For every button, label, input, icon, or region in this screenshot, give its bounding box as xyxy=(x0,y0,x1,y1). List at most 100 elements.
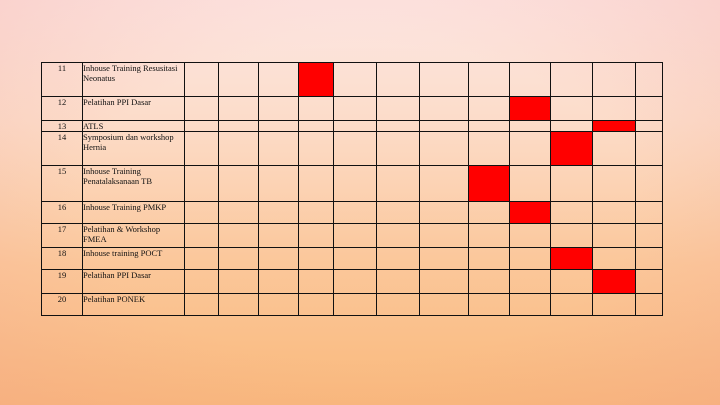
month-cell xyxy=(184,131,219,166)
month-cell xyxy=(218,247,259,270)
table-row: 17 Pelatihan & Workshop FMEA xyxy=(41,223,663,248)
table-row: 20 Pelatihan PONEK xyxy=(41,293,663,316)
scheduled-month-cell xyxy=(468,165,510,202)
month-cell xyxy=(635,62,663,97)
month-cell xyxy=(509,120,551,132)
month-cell xyxy=(298,131,334,166)
scheduled-month-cell xyxy=(550,247,593,270)
month-cell xyxy=(635,269,663,294)
month-cell xyxy=(376,247,420,270)
month-cell xyxy=(635,131,663,166)
month-cell xyxy=(333,293,377,316)
table-row: 16 Inhouse Training PMKP xyxy=(41,201,663,224)
month-cell xyxy=(419,223,469,248)
row-number: 16 xyxy=(41,201,83,224)
month-cell xyxy=(333,165,377,202)
month-cell xyxy=(419,201,469,224)
month-cell xyxy=(184,223,219,248)
table-row: 18 Inhouse training POCT xyxy=(41,247,663,270)
month-cell xyxy=(592,62,636,97)
activity-name: Pelatihan & Workshop FMEA xyxy=(82,223,185,248)
month-cell xyxy=(468,96,510,121)
month-cell xyxy=(258,247,299,270)
month-cell xyxy=(550,223,593,248)
month-cell xyxy=(509,62,551,97)
month-cell xyxy=(468,120,510,132)
month-cell xyxy=(419,165,469,202)
month-cell xyxy=(635,293,663,316)
table-row: 15 Inhouse Training Penatalaksanaan TB xyxy=(41,165,663,202)
month-cell xyxy=(635,247,663,270)
activity-name: Pelatihan PONEK xyxy=(82,293,185,316)
month-cell xyxy=(509,223,551,248)
month-cell xyxy=(333,131,377,166)
row-number: 12 xyxy=(41,96,83,121)
month-cell xyxy=(419,120,469,132)
month-cell xyxy=(258,120,299,132)
month-cell xyxy=(184,165,219,202)
month-cell xyxy=(376,293,420,316)
month-cell xyxy=(468,269,510,294)
month-cell xyxy=(333,62,377,97)
month-cell xyxy=(298,96,334,121)
month-cell xyxy=(376,131,420,166)
month-cell xyxy=(298,165,334,202)
scheduled-month-cell xyxy=(509,201,551,224)
month-cell xyxy=(218,165,259,202)
month-cell xyxy=(592,201,636,224)
month-cell xyxy=(468,201,510,224)
month-cell xyxy=(419,247,469,270)
month-cell xyxy=(218,293,259,316)
table-row: 12 Pelatihan PPI Dasar xyxy=(41,96,663,121)
month-cell xyxy=(184,269,219,294)
month-cell xyxy=(218,201,259,224)
month-cell xyxy=(592,223,636,248)
month-cell xyxy=(376,120,420,132)
activity-name: ATLS xyxy=(82,120,185,132)
month-cell xyxy=(184,120,219,132)
month-cell xyxy=(184,293,219,316)
month-cell xyxy=(376,223,420,248)
month-cell xyxy=(468,293,510,316)
row-number: 11 xyxy=(41,62,83,97)
activity-name: Inhouse Training PMKP xyxy=(82,201,185,224)
month-cell xyxy=(468,247,510,270)
month-cell xyxy=(376,96,420,121)
month-cell xyxy=(184,201,219,224)
month-cell xyxy=(184,62,219,97)
activity-name: Inhouse Training Penatalaksanaan TB xyxy=(82,165,185,202)
month-cell xyxy=(635,223,663,248)
month-cell xyxy=(258,201,299,224)
table-row: 14 Symposium dan workshop Hernia xyxy=(41,131,663,166)
activity-name: Inhouse Training Resusitasi Neonatus xyxy=(82,62,185,97)
month-cell xyxy=(419,131,469,166)
month-cell xyxy=(468,223,510,248)
month-cell xyxy=(218,62,259,97)
month-cell xyxy=(258,131,299,166)
month-cell xyxy=(258,223,299,248)
scheduled-month-cell xyxy=(592,120,636,132)
month-cell xyxy=(376,201,420,224)
month-cell xyxy=(376,269,420,294)
month-cell xyxy=(218,120,259,132)
month-cell xyxy=(258,96,299,121)
row-number: 14 xyxy=(41,131,83,166)
month-cell xyxy=(509,293,551,316)
month-cell xyxy=(298,120,334,132)
row-number: 13 xyxy=(41,120,83,132)
month-cell xyxy=(592,247,636,270)
month-cell xyxy=(419,62,469,97)
month-cell xyxy=(419,96,469,121)
month-cell xyxy=(258,62,299,97)
row-number: 19 xyxy=(41,269,83,294)
activity-name: Symposium dan workshop Hernia xyxy=(82,131,185,166)
month-cell xyxy=(592,96,636,121)
month-cell xyxy=(376,165,420,202)
month-cell xyxy=(258,293,299,316)
month-cell xyxy=(468,131,510,166)
month-cell xyxy=(550,96,593,121)
month-cell xyxy=(218,96,259,121)
month-cell xyxy=(635,201,663,224)
month-cell xyxy=(333,247,377,270)
month-cell xyxy=(333,201,377,224)
